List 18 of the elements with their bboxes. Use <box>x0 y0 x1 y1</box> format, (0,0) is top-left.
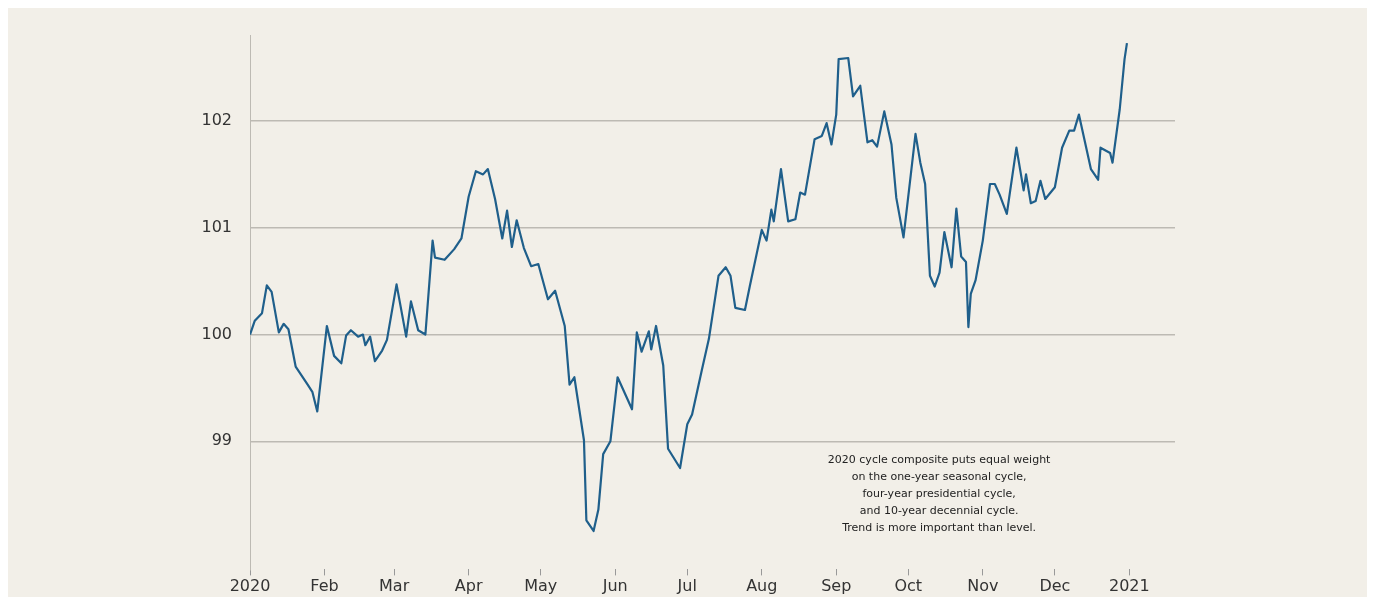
y-tick-label: 99 <box>211 430 232 450</box>
x-tick-label: May <box>524 576 558 596</box>
x-tick-label: Nov <box>967 576 999 596</box>
x-tick-label: Jul <box>676 576 697 596</box>
x-tick-label: 2020 <box>229 576 271 596</box>
x-tick-label: Oct <box>894 576 923 596</box>
y-tick-label: 101 <box>201 216 232 236</box>
x-tick-label: 2021 <box>1108 576 1150 596</box>
x-tick-label: Mar <box>379 576 410 596</box>
x-tick-label: Feb <box>310 576 339 596</box>
annotation: 2020 cycle composite puts equal weight on the one-year seasonal cycle, four-year presidential cycle, and 10-year decennial cycle. Trend is more important than level. <box>827 453 1052 535</box>
x-tick-label: Dec <box>1039 576 1071 596</box>
x-tick-label: Sep <box>821 576 852 596</box>
y-tick-label: 100 <box>201 323 232 343</box>
x-tick-label: Jun <box>601 576 628 596</box>
x-tick-label: Apr <box>454 576 483 596</box>
x-tick-label: Aug <box>746 576 778 596</box>
y-tick-label: 102 <box>201 110 232 130</box>
